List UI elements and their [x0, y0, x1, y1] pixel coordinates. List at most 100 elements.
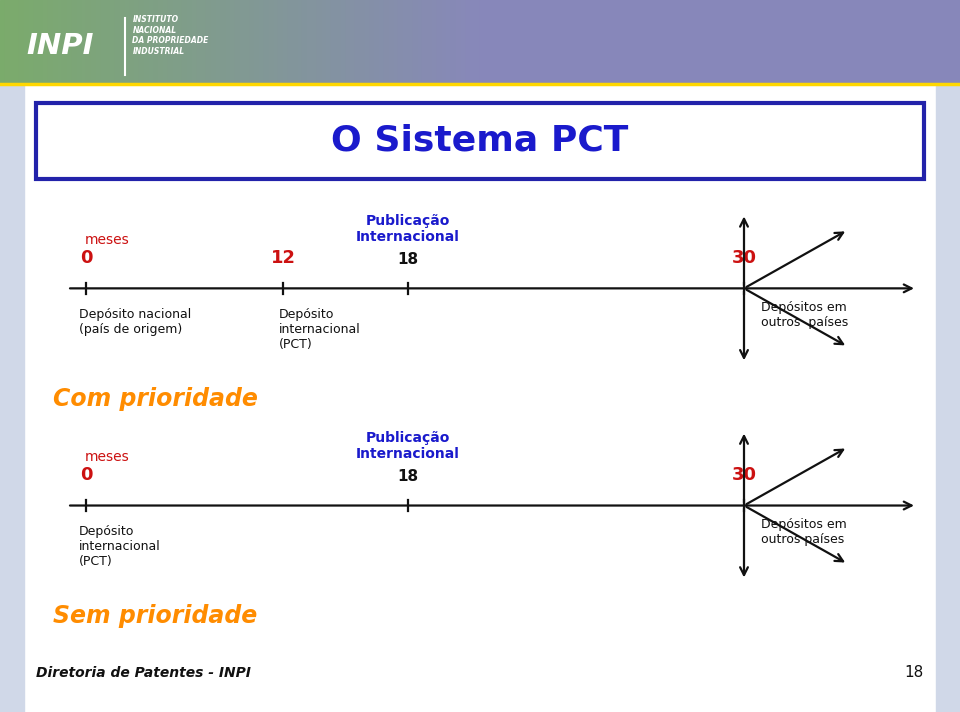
Text: Diretoria de Patentes - INPI: Diretoria de Patentes - INPI — [36, 666, 252, 680]
Bar — [758, 0, 763, 84]
Bar — [211, 0, 216, 84]
Bar — [130, 0, 134, 84]
Bar — [384, 0, 389, 84]
Bar — [610, 0, 614, 84]
Bar — [643, 0, 648, 84]
Bar — [149, 0, 154, 84]
Bar — [346, 0, 350, 84]
Bar — [182, 0, 187, 84]
Bar — [413, 0, 418, 84]
Text: Com prioridade: Com prioridade — [53, 387, 257, 411]
Bar — [936, 84, 960, 712]
Bar — [811, 0, 816, 84]
Bar — [878, 0, 883, 84]
Bar — [691, 0, 696, 84]
Bar — [269, 0, 274, 84]
Bar — [187, 0, 192, 84]
Bar — [274, 0, 278, 84]
Bar — [365, 0, 370, 84]
Bar — [893, 0, 898, 84]
Bar — [845, 0, 850, 84]
Bar — [293, 0, 298, 84]
Bar — [686, 0, 691, 84]
Bar — [0, 84, 960, 712]
Bar — [422, 0, 427, 84]
Bar — [749, 0, 754, 84]
Bar — [744, 0, 749, 84]
Bar — [245, 0, 250, 84]
Bar — [922, 0, 926, 84]
Bar — [475, 0, 480, 84]
Bar — [538, 0, 542, 84]
Bar — [110, 0, 115, 84]
Bar — [226, 0, 230, 84]
Bar — [115, 0, 120, 84]
Bar — [432, 0, 437, 84]
Text: 18: 18 — [397, 469, 419, 484]
Bar — [29, 0, 34, 84]
Bar — [778, 0, 782, 84]
Bar — [490, 0, 494, 84]
Bar — [586, 0, 590, 84]
Bar — [595, 0, 600, 84]
Bar — [710, 0, 715, 84]
Bar — [197, 0, 202, 84]
Bar — [499, 0, 504, 84]
Bar — [936, 0, 941, 84]
Text: Depósito
internacional
(PCT): Depósito internacional (PCT) — [79, 525, 160, 568]
Bar — [250, 0, 254, 84]
Bar — [408, 0, 413, 84]
Bar — [67, 0, 72, 84]
Bar — [739, 0, 744, 84]
Bar — [139, 0, 144, 84]
Bar — [571, 0, 576, 84]
Bar — [331, 0, 336, 84]
Bar — [782, 0, 787, 84]
Text: INPI: INPI — [27, 32, 94, 61]
Bar — [504, 0, 509, 84]
Bar — [427, 0, 432, 84]
Bar — [221, 0, 226, 84]
Bar — [509, 0, 514, 84]
Bar — [283, 0, 288, 84]
Bar — [658, 0, 662, 84]
Bar — [542, 0, 547, 84]
Bar — [168, 0, 173, 84]
Bar — [178, 0, 182, 84]
Bar — [173, 0, 178, 84]
Bar — [662, 0, 667, 84]
Bar — [34, 0, 38, 84]
Bar — [566, 0, 571, 84]
Bar — [653, 0, 658, 84]
Bar — [451, 0, 456, 84]
Bar — [888, 0, 893, 84]
Bar — [437, 0, 442, 84]
Text: 0: 0 — [80, 466, 93, 484]
Bar — [254, 0, 259, 84]
Text: 30: 30 — [732, 466, 756, 484]
Bar — [634, 0, 638, 84]
Bar — [931, 0, 936, 84]
Bar — [672, 0, 677, 84]
Bar — [158, 0, 163, 84]
Bar — [773, 0, 778, 84]
Bar — [53, 0, 58, 84]
Bar — [38, 0, 43, 84]
Bar — [619, 0, 624, 84]
Bar — [466, 0, 470, 84]
Bar — [5, 0, 10, 84]
Text: Depósito nacional
(país de origem): Depósito nacional (país de origem) — [79, 308, 191, 336]
Bar — [667, 0, 672, 84]
Bar — [192, 0, 197, 84]
Bar — [278, 0, 283, 84]
Text: 18: 18 — [397, 252, 419, 267]
Bar — [0, 0, 5, 84]
Bar — [523, 0, 528, 84]
Bar — [72, 0, 77, 84]
Bar — [259, 0, 264, 84]
Text: Sem prioridade: Sem prioridade — [53, 604, 257, 628]
Bar — [355, 0, 360, 84]
Bar — [163, 0, 168, 84]
Bar — [950, 0, 955, 84]
Bar — [403, 0, 408, 84]
